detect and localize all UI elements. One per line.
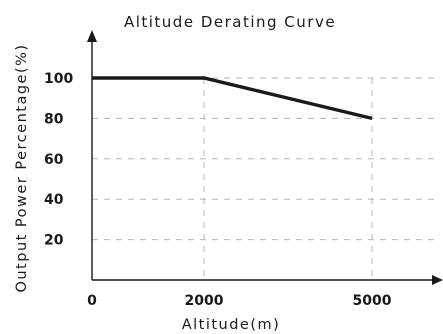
x-axis-arrow-icon bbox=[432, 275, 443, 285]
x-tick-label: 2000 bbox=[185, 293, 224, 309]
chart-title: Altitude Derating Curve bbox=[124, 13, 336, 31]
y-tick-label: 100 bbox=[44, 71, 73, 87]
x-axis-label: Altitude(m) bbox=[182, 317, 281, 333]
series-layer bbox=[92, 76, 373, 121]
x-tick-label: 0 bbox=[87, 293, 97, 309]
x-tick-label: 5000 bbox=[353, 293, 392, 309]
y-tick-label: 20 bbox=[44, 233, 64, 249]
y-axis-label: Output Power Percentage(%) bbox=[14, 43, 30, 292]
y-axis-arrow-icon bbox=[87, 30, 97, 42]
tick-labels: 20 40 60 80 100 0 2000 5000 bbox=[44, 71, 392, 309]
y-tick-label: 80 bbox=[44, 111, 64, 127]
grid-lines bbox=[92, 77, 434, 280]
derating-line bbox=[92, 76, 373, 121]
y-tick-label: 60 bbox=[44, 152, 64, 168]
y-tick-label: 40 bbox=[44, 192, 64, 208]
